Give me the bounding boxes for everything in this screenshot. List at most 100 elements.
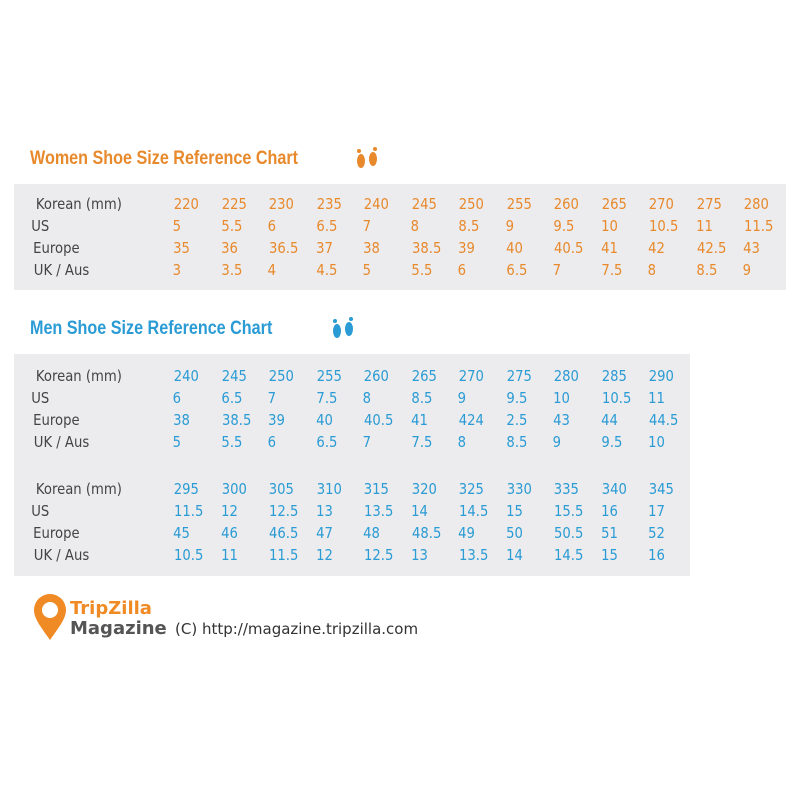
row-label: UK / Aus <box>33 546 90 564</box>
size-cell: 43 <box>743 239 760 257</box>
size-cell: 220 <box>173 195 199 213</box>
men-title: Men Shoe Size Reference Chart <box>30 318 273 339</box>
size-cell: 275 <box>696 195 722 213</box>
size-cell: 305 <box>268 480 294 498</box>
size-cell: 15.5 <box>554 502 584 520</box>
row-label: Korean (mm) <box>35 367 122 385</box>
size-cell: 5.5 <box>410 261 432 279</box>
size-cell: 38 <box>363 239 380 257</box>
size-cell: 5 <box>172 217 181 235</box>
size-cell: 40.5 <box>364 411 394 429</box>
size-cell: 45 <box>173 524 190 542</box>
row-label: Korean (mm) <box>35 195 122 213</box>
size-cell: 280 <box>743 195 769 213</box>
size-cell: 7 <box>552 261 561 279</box>
size-cell: 16 <box>600 502 618 520</box>
size-cell: 42.5 <box>696 239 726 257</box>
size-cell: 36.5 <box>269 239 299 257</box>
size-cell: 8 <box>362 389 371 407</box>
size-cell: 260 <box>553 195 579 213</box>
size-cell: 9 <box>457 389 466 407</box>
size-cell: 260 <box>363 367 389 385</box>
size-cell: 6 <box>457 261 466 279</box>
size-cell: 9 <box>505 217 514 235</box>
size-cell: 285 <box>601 367 627 385</box>
size-cell: 42 <box>648 239 665 257</box>
size-cell: 41 <box>600 239 618 257</box>
size-cell: 290 <box>648 367 674 385</box>
size-cell: 43 <box>553 411 570 429</box>
feet-icon <box>333 317 353 338</box>
size-cell: 325 <box>458 480 484 498</box>
size-cell: 10.5 <box>174 546 204 564</box>
size-cell: 340 <box>601 480 627 498</box>
row-label: UK / Aus <box>33 433 90 451</box>
size-cell: 14 <box>410 502 428 520</box>
row-label: Europe <box>33 524 80 542</box>
size-cell: 11 <box>648 389 665 407</box>
size-cell: 11.5 <box>744 217 774 235</box>
size-cell: 6.5 <box>315 433 337 451</box>
size-cell: 41 <box>410 411 428 429</box>
size-cell: 7 <box>267 389 276 407</box>
size-cell: 335 <box>553 480 579 498</box>
feet-icon <box>357 147 377 168</box>
size-cell: 300 <box>221 480 247 498</box>
size-cell: 345 <box>648 480 674 498</box>
size-cell: 7.5 <box>410 433 432 451</box>
size-cell: 15 <box>505 502 523 520</box>
size-cell: 7 <box>362 433 371 451</box>
size-cell: 5.5 <box>220 433 242 451</box>
size-cell: 6.5 <box>505 261 527 279</box>
size-cell: 3.5 <box>220 261 242 279</box>
size-cell: 10 <box>600 217 618 235</box>
size-cell: 4.5 <box>315 261 337 279</box>
size-cell: 8 <box>410 217 419 235</box>
size-cell: 49 <box>458 524 475 542</box>
size-cell: 245 <box>221 367 247 385</box>
size-cell: 9.5 <box>553 217 575 235</box>
size-cell: 245 <box>411 195 437 213</box>
size-cell: 14.5 <box>459 502 489 520</box>
size-cell: 280 <box>553 367 579 385</box>
size-cell: 11 <box>220 546 238 564</box>
row-label: US <box>31 389 50 407</box>
men-table <box>14 354 690 576</box>
size-cell: 240 <box>173 367 199 385</box>
size-cell: 7.5 <box>600 261 622 279</box>
size-cell: 8.5 <box>410 389 432 407</box>
size-cell: 38.5 <box>221 411 251 429</box>
size-cell: 310 <box>316 480 342 498</box>
size-cell: 48 <box>363 524 380 542</box>
size-cell: 4 <box>267 261 276 279</box>
row-label: US <box>31 502 50 520</box>
row-label: Korean (mm) <box>35 480 122 498</box>
size-cell: 5 <box>172 433 181 451</box>
size-cell: 38.5 <box>411 239 441 257</box>
size-cell: 225 <box>221 195 247 213</box>
size-cell: 250 <box>458 195 484 213</box>
size-cell: 12.5 <box>269 502 299 520</box>
size-cell: 51 <box>600 524 618 542</box>
size-cell: 10 <box>553 389 570 407</box>
size-cell: 3 <box>172 261 181 279</box>
size-cell: 47 <box>315 524 333 542</box>
size-cell: 16 <box>648 546 665 564</box>
size-cell: 255 <box>506 195 532 213</box>
brand-sub: Magazine <box>70 618 167 639</box>
size-cell: 46.5 <box>269 524 299 542</box>
women-title: Women Shoe Size Reference Chart <box>30 148 299 169</box>
size-cell: 46 <box>220 524 238 542</box>
size-cell: 13 <box>315 502 333 520</box>
size-cell: 12 <box>315 546 333 564</box>
size-cell: 11.5 <box>174 502 204 520</box>
size-cell: 39 <box>268 411 285 429</box>
size-cell: 39 <box>458 239 475 257</box>
size-cell: 44.5 <box>649 411 679 429</box>
brand: TripZilla <box>70 598 152 619</box>
size-cell: 6.5 <box>315 217 337 235</box>
size-cell: 12.5 <box>364 546 394 564</box>
size-cell: 11.5 <box>269 546 299 564</box>
size-cell: 14.5 <box>554 546 584 564</box>
